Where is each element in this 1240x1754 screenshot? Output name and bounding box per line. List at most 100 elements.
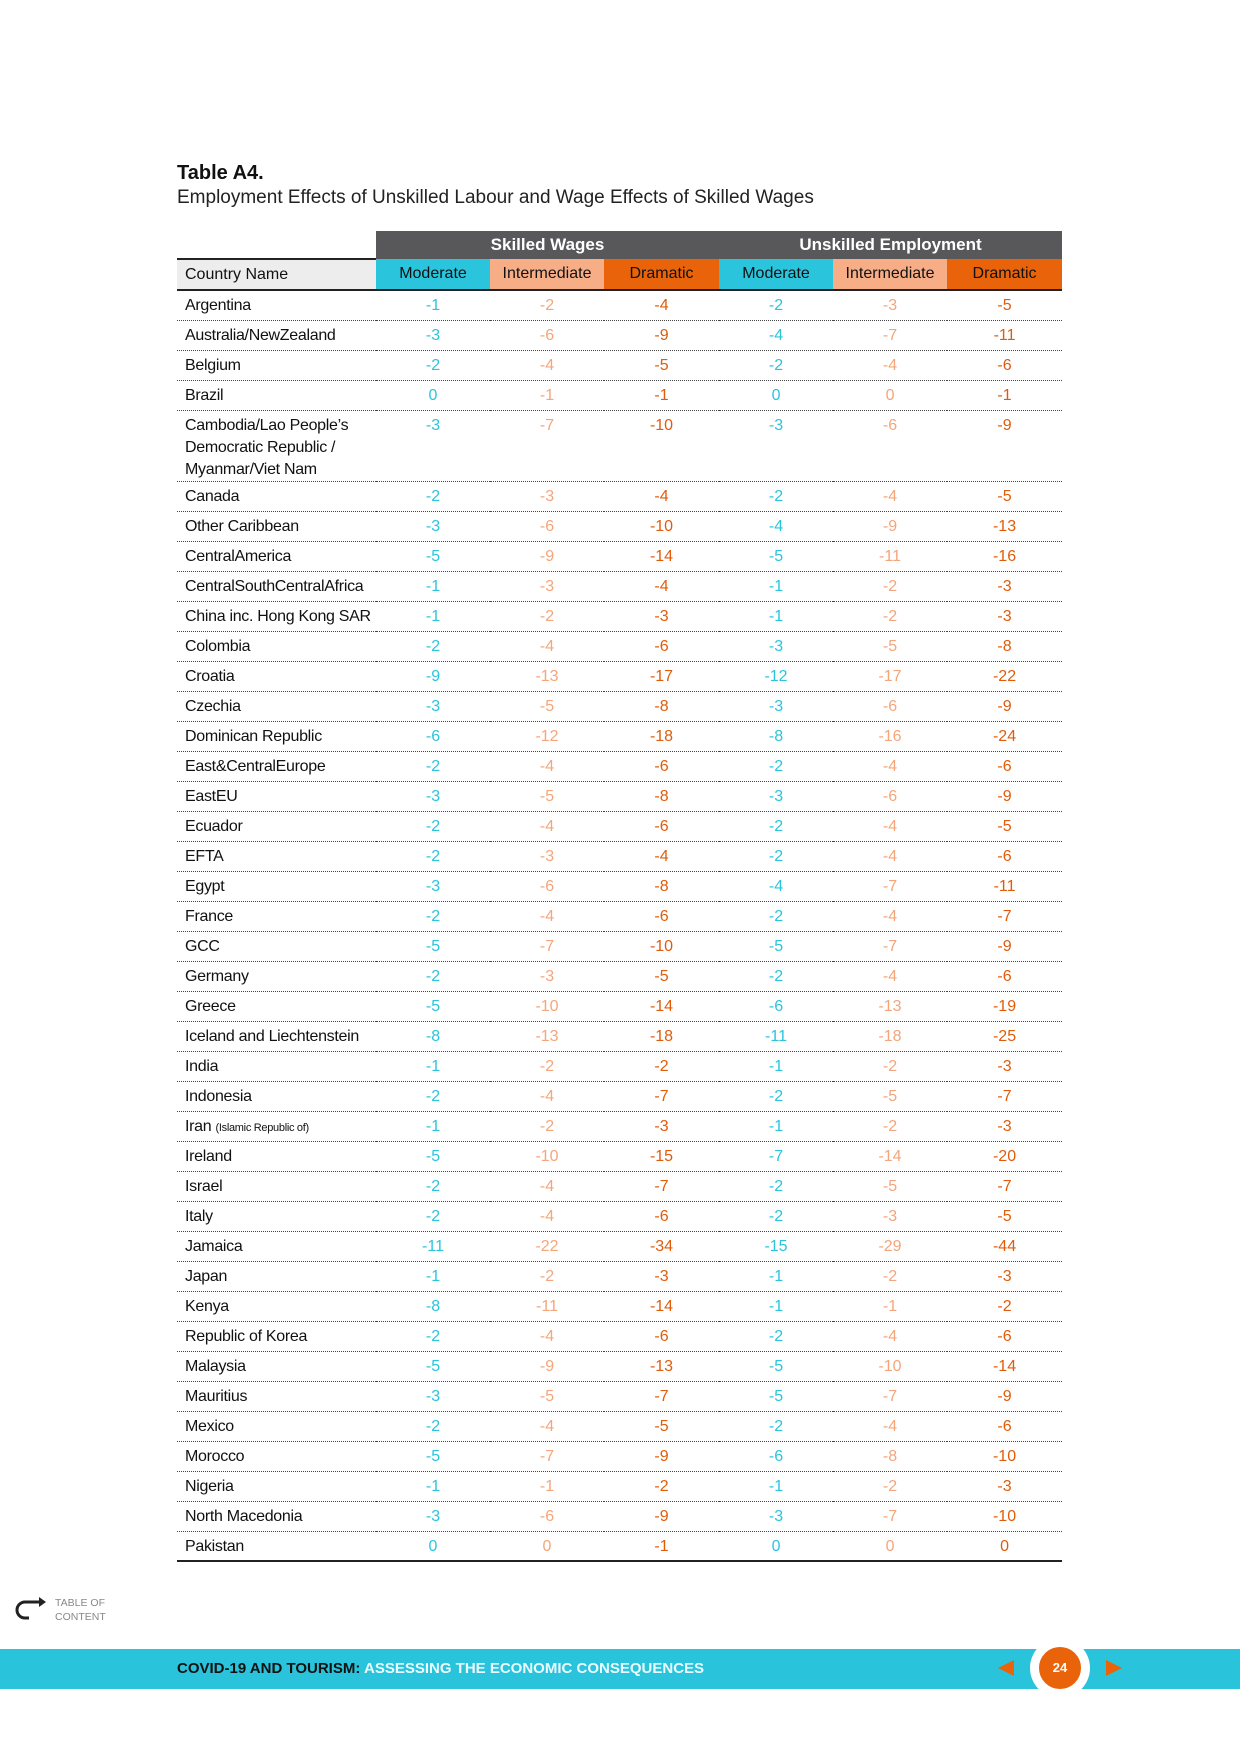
value-cell: -8 [604, 781, 720, 812]
country-cell: GCC [177, 931, 376, 962]
country-name: Japan [185, 1267, 228, 1285]
value-cell: -14 [604, 541, 720, 572]
value-cell: -5 [376, 541, 490, 572]
value-cell: -3 [376, 1381, 490, 1412]
table-row: Australia/NewZealand -3 -6 -9 -4 -7 -11 [177, 320, 1063, 351]
country-cell: Australia/NewZealand [177, 320, 376, 351]
table-row: Ireland -5 -10 -15 -7 -14 -20 [177, 1141, 1063, 1172]
table-row: Jamaica -11 -22 -34 -15 -29 -44 [177, 1231, 1063, 1262]
value-cell: -18 [604, 1021, 720, 1052]
value-cell: -25 [947, 1021, 1063, 1052]
country-name: Brazil [185, 386, 224, 404]
value-cell: -7 [947, 1171, 1063, 1202]
value-cell: -2 [833, 1111, 948, 1142]
country-cell: Ireland [177, 1141, 376, 1172]
value-cell: -5 [376, 1141, 490, 1172]
value-cell: -22 [947, 661, 1063, 692]
country-name: Ecuador [185, 817, 243, 835]
country-cell: Iceland and Liechtenstein [177, 1021, 376, 1052]
value-cell: -4 [833, 961, 948, 992]
value-cell: -15 [604, 1141, 720, 1172]
value-cell: -2 [490, 290, 604, 321]
value-cell: -5 [719, 1351, 834, 1382]
country-cell: Iran (Islamic Republic of) [177, 1111, 376, 1142]
value-cell: -4 [719, 871, 834, 902]
value-cell: -5 [947, 1201, 1063, 1232]
value-cell: -7 [833, 320, 948, 351]
value-cell: -2 [376, 350, 490, 381]
table-row: Canada -2 -3 -4 -2 -4 -5 [177, 481, 1063, 512]
value-cell: -13 [833, 991, 948, 1022]
country-cell: Croatia [177, 661, 376, 692]
country-cell: Greece [177, 991, 376, 1022]
country-name: Canada [185, 487, 240, 505]
value-cell: -44 [947, 1231, 1063, 1262]
country-cell: EFTA [177, 841, 376, 872]
next-arrow[interactable] [1106, 1660, 1122, 1676]
table-row: Mauritius -3 -5 -7 -5 -7 -9 [177, 1381, 1063, 1412]
badge [1037, 1645, 1083, 1691]
value-cell: -6 [604, 631, 720, 662]
country-cell: Italy [177, 1201, 376, 1232]
table-row: Cambodia/Lao People’s Democratic Republi… [177, 410, 1063, 482]
value-cell: -4 [604, 481, 720, 512]
country-name: Dominican Republic [185, 727, 322, 745]
value-cell: -6 [490, 871, 604, 902]
table-row: Belgium -2 -4 -5 -2 -4 -6 [177, 350, 1063, 381]
prev-arrow[interactable] [998, 1660, 1014, 1676]
table-row: Egypt -3 -6 -8 -4 -7 -11 [177, 871, 1063, 902]
value-cell: -9 [376, 661, 490, 692]
column-header: Dramatic [947, 259, 1063, 291]
value-cell: -3 [604, 1111, 720, 1142]
value-cell: -4 [490, 1411, 604, 1442]
value-cell: -1 [719, 1111, 834, 1142]
table-title: Table A4. [177, 162, 264, 184]
value-cell: -8 [376, 1291, 490, 1322]
country-name: Czechia [185, 697, 241, 715]
value-cell: -10 [604, 931, 720, 962]
value-cell: -11 [376, 1231, 490, 1262]
toc-label: TABLE OF CONTENT [55, 1597, 106, 1623]
value-cell: -11 [719, 1021, 834, 1052]
country-cell: Jamaica [177, 1231, 376, 1262]
value-cell: -10 [604, 410, 720, 482]
value-cell: -10 [833, 1351, 948, 1382]
country-cell: Czechia [177, 691, 376, 722]
column-header: Dramatic [604, 259, 720, 291]
value-cell: -3 [376, 511, 490, 542]
value-cell: -2 [376, 481, 490, 512]
value-cell: 0 [490, 1531, 604, 1562]
value-cell: -4 [490, 350, 604, 381]
column-header: Intermediate [833, 259, 948, 291]
value-cell: -11 [947, 320, 1063, 351]
value-cell: -2 [719, 1321, 834, 1352]
value-cell: -1 [719, 1291, 834, 1322]
value-cell: -10 [947, 1441, 1063, 1472]
value-cell: -6 [490, 320, 604, 351]
value-cell: -3 [719, 691, 834, 722]
table-row: Morocco -5 -7 -9 -6 -8 -10 [177, 1441, 1063, 1472]
value-cell: -34 [604, 1231, 720, 1262]
value-cell: -9 [947, 410, 1063, 482]
country-name: Iceland and Liechtenstein [185, 1027, 359, 1045]
value-cell: -2 [376, 961, 490, 992]
value-cell: -2 [719, 901, 834, 932]
value-cell: -3 [604, 1261, 720, 1292]
country-name: EFTA [185, 847, 224, 865]
toc-link[interactable]: TABLE OF CONTENT [15, 1596, 106, 1629]
value-cell: -5 [490, 1381, 604, 1412]
country-cell: Malaysia [177, 1351, 376, 1382]
value-cell: -17 [833, 661, 948, 692]
value-cell: -18 [604, 721, 720, 752]
value-cell: -4 [833, 841, 948, 872]
value-cell: -2 [376, 1201, 490, 1232]
country-name: Malaysia [185, 1357, 246, 1375]
value-cell: -22 [490, 1231, 604, 1262]
value-cell: -5 [947, 290, 1063, 321]
value-cell: -11 [490, 1291, 604, 1322]
country-name: Morocco [185, 1447, 245, 1465]
value-cell: -18 [833, 1021, 948, 1052]
value-cell: -9 [947, 781, 1063, 812]
value-cell: -1 [719, 1261, 834, 1292]
value-cell: 0 [376, 1531, 490, 1562]
